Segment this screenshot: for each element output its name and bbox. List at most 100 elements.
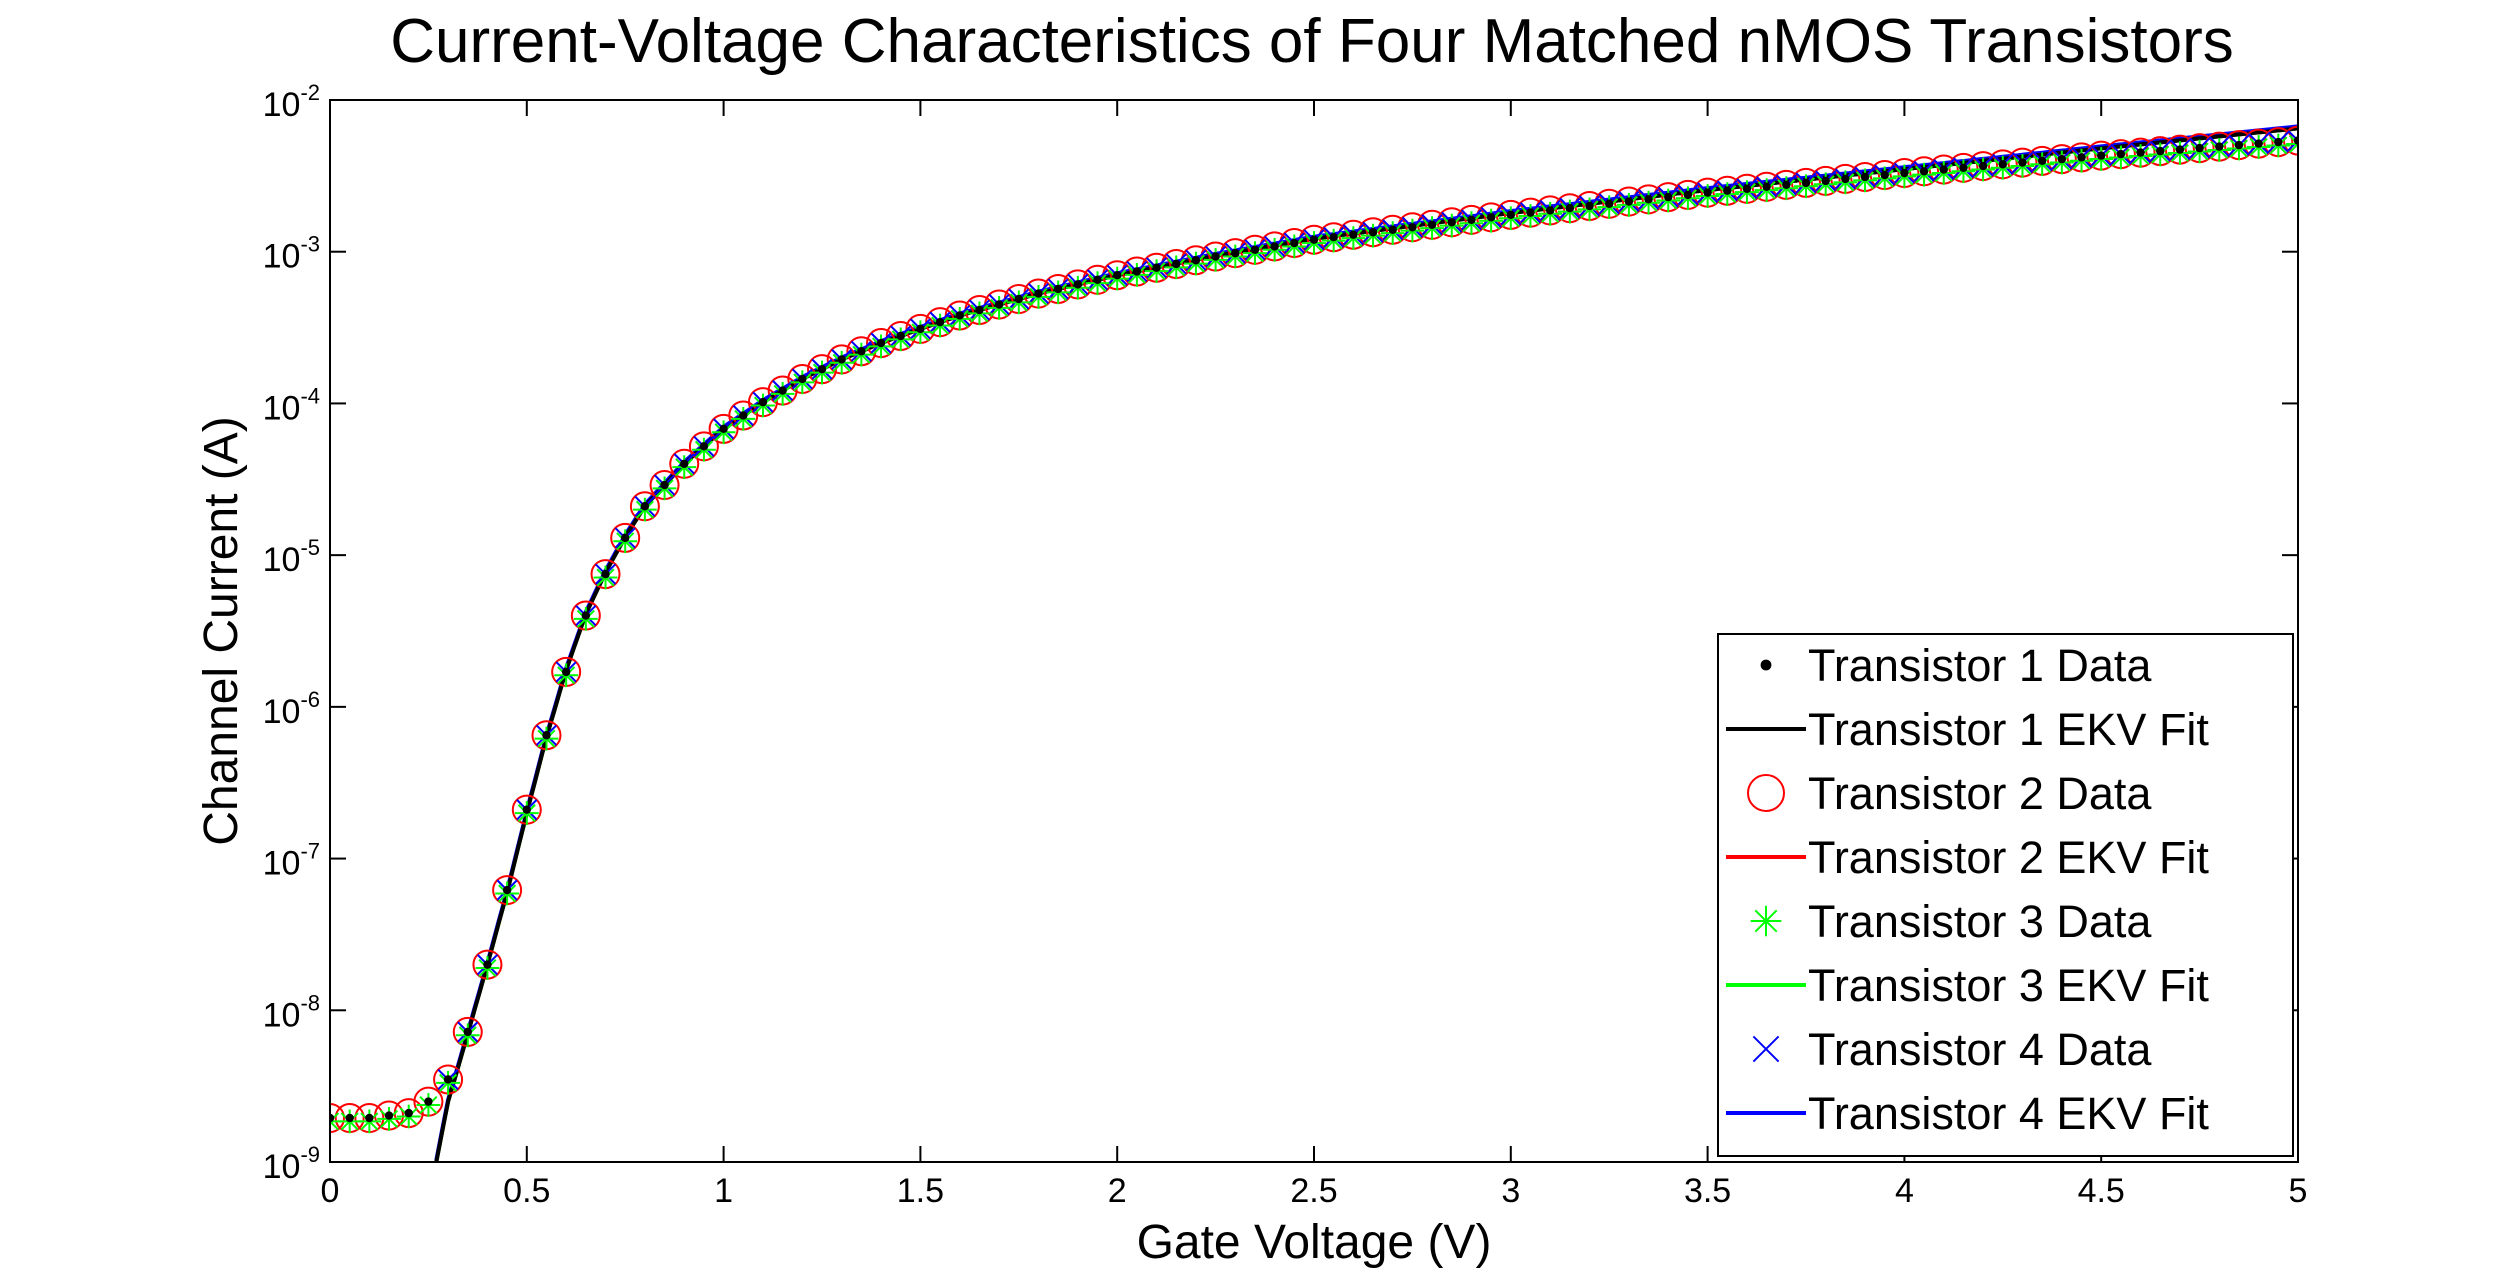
data-point: [1821, 176, 1830, 186]
data-point: [2018, 158, 2027, 167]
legend-label: Transistor 3 Data: [1808, 896, 2152, 947]
data-point: [1664, 192, 1673, 202]
data-point: [758, 397, 768, 407]
data-point: [345, 1113, 354, 1123]
data-point: [2287, 130, 2298, 152]
data-point: [1152, 263, 1161, 272]
legend-entry-transistor-2-ekv-fit: Transistor 2 EKV Fit: [1726, 832, 2209, 883]
data-point: [719, 424, 728, 434]
data-point: [857, 347, 866, 356]
data-point: [2097, 151, 2106, 160]
data-point: [1211, 252, 1220, 261]
data-point: [1545, 206, 1555, 215]
data-point: [955, 311, 964, 320]
data-point: [699, 442, 709, 451]
data-point: [502, 885, 512, 895]
x-tick-label: 3.5: [1684, 1172, 1731, 1210]
data-point: [581, 611, 591, 620]
data-point: [798, 374, 807, 384]
data-point: [463, 1027, 472, 1037]
data-point: [1801, 178, 1811, 188]
data-point: [739, 411, 748, 420]
legend-label: Transistor 1 Data: [1808, 640, 2152, 691]
data-point: [1841, 174, 1850, 184]
data-point: [443, 1075, 453, 1084]
data-point: [330, 1113, 335, 1123]
data-point: [1860, 172, 1870, 182]
data-point: [2116, 149, 2126, 159]
data-point: [896, 331, 905, 341]
data-point: [424, 1097, 433, 1106]
data-point: [1427, 220, 1437, 229]
data-point: [876, 338, 886, 348]
data-point: [1231, 248, 1240, 258]
data-point: [1978, 161, 1988, 171]
x-tick-label: 4: [1895, 1172, 1914, 1210]
data-point: [916, 324, 925, 334]
y-tick-label: 10-3: [263, 232, 320, 276]
data-point: [837, 355, 846, 364]
y-tick-label: 10-8: [263, 990, 320, 1034]
data-point: [2057, 154, 2067, 164]
data-point: [1053, 284, 1063, 294]
data-point: [1132, 267, 1142, 276]
legend-entry-transistor-4-ekv-fit: Transistor 4 EKV Fit: [1726, 1088, 2209, 1139]
data-point: [2274, 137, 2283, 147]
legend-label: Transistor 3 EKV Fit: [1808, 960, 2209, 1011]
ticks-layer: 0 0.5 1 1.5 2 2.5 3 3.5 4 4.5 5 10-9 10-8 10-7 10-6 10-…: [263, 80, 2308, 1210]
y-tick-label: 10-7: [263, 839, 320, 883]
data-point: [1565, 203, 1575, 213]
legend-swatch: [1750, 905, 1782, 937]
data-point: [1388, 225, 1397, 234]
x-tick-label: 1.5: [897, 1172, 944, 1210]
data-layer: [330, 124, 2298, 1162]
data-point: [522, 805, 531, 814]
data-point: [561, 667, 571, 677]
data-point: [2293, 136, 2298, 145]
data-point: [1782, 180, 1791, 190]
data-point: [2136, 148, 2145, 157]
data-point: [994, 300, 1004, 309]
x-tick-label: 0.5: [503, 1172, 550, 1210]
data-point: [542, 731, 551, 740]
data-point: [1703, 188, 1712, 197]
legend-entry-transistor-3-data: Transistor 3 Data: [1750, 896, 2152, 947]
data-point: [1900, 168, 1909, 178]
data-point: [1742, 184, 1752, 193]
data-point: [2234, 140, 2244, 150]
data-point: [1506, 210, 1516, 220]
x-axis-label: Gate Voltage (V): [1137, 1216, 1492, 1269]
legend-swatch: [1747, 774, 1785, 812]
data-point: [2156, 146, 2165, 156]
chart-title: Current-Voltage Characteristics of Four …: [390, 7, 2233, 76]
data-point: [1624, 197, 1634, 206]
x-tick-label: 0: [321, 1172, 340, 1210]
data-point: [1349, 230, 1358, 239]
data-point: [2215, 142, 2224, 151]
data-point: [1014, 294, 1023, 304]
data-point: [1290, 238, 1299, 248]
data-point: [2254, 139, 2263, 148]
data-point: [1467, 215, 1476, 225]
y-tick-label: 10-6: [263, 687, 320, 731]
data-point: [1723, 186, 1732, 195]
data-point: [1329, 233, 1338, 242]
plot-area: 0 0.5 1 1.5 2 2.5 3 3.5 4 4.5 5 10-9 10-8 10-7 10-6 10-…: [263, 80, 2308, 1210]
y-tick-label: 10-4: [263, 383, 320, 427]
legend-entry-transistor-3-ekv-fit: Transistor 3 EKV Fit: [1726, 960, 2209, 1011]
data-point: [1447, 218, 1456, 227]
legend: Transistor 1 Data Transistor 1 EKV Fit Tra…: [1717, 633, 2294, 1157]
data-point: [2077, 153, 2086, 162]
data-point: [1762, 182, 1771, 191]
data-point: [1919, 167, 1929, 176]
y-tick-label: 10-2: [263, 80, 320, 124]
data-point: [1683, 190, 1693, 200]
legend-entry-transistor-4-data: Transistor 4 Data: [1752, 1024, 2152, 1075]
data-point: [1034, 289, 1043, 298]
data-point: [778, 386, 787, 395]
data-point: [365, 1113, 374, 1123]
data-point: [1939, 165, 1948, 174]
legend-label: Transistor 2 Data: [1808, 768, 2152, 819]
data-point: [1093, 275, 1102, 284]
